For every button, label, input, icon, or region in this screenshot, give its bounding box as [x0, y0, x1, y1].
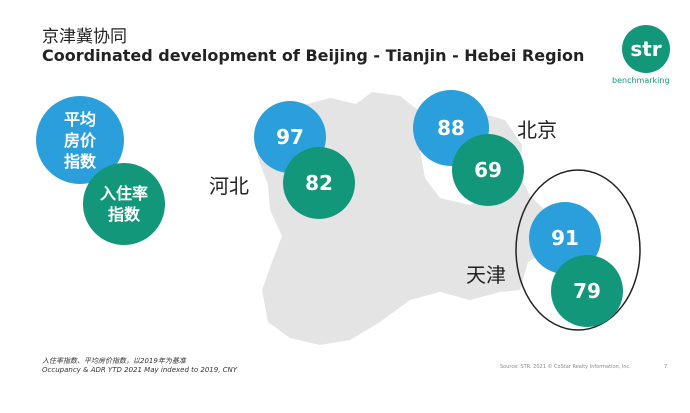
legend-adr-label: 平均房价指数: [63, 109, 96, 171]
legend-occupancy: 入住率指数: [83, 163, 165, 245]
occupancy-circle: 79: [551, 255, 623, 327]
occupancy-value: 82: [305, 171, 333, 195]
logo-tagline: benchmarking: [612, 76, 670, 85]
footnote-en: Occupancy & ADR YTD 2021 May indexed to …: [42, 366, 238, 374]
region-name: 天津: [466, 263, 506, 287]
logo-brand: str: [630, 37, 662, 61]
tianjin-outline: [515, 169, 641, 331]
adr-value: 97: [276, 125, 304, 149]
logo: str: [622, 25, 670, 73]
page-number: 7: [664, 364, 668, 370]
title-cn: 京津冀协同: [42, 27, 127, 47]
source: Source: STR. 2021 © CoStar Realty Inform…: [500, 364, 631, 370]
occupancy-value: 79: [573, 279, 601, 303]
adr-value: 88: [437, 116, 465, 140]
occupancy-value: 69: [474, 158, 502, 182]
legend-adr: 平均房价指数: [36, 96, 124, 184]
title-en: Coordinated development of Beijing - Tia…: [42, 46, 585, 65]
occupancy-circle: 82: [283, 147, 355, 219]
region-name: 河北: [209, 174, 249, 198]
footnote-cn: 入住率指数、平均房价指数，以2019年为基准: [42, 357, 186, 365]
legend-occupancy-label: 入住率指数: [99, 184, 148, 224]
region-name: 北京: [517, 118, 557, 142]
adr-value: 91: [551, 226, 579, 250]
occupancy-circle: 69: [452, 134, 524, 206]
